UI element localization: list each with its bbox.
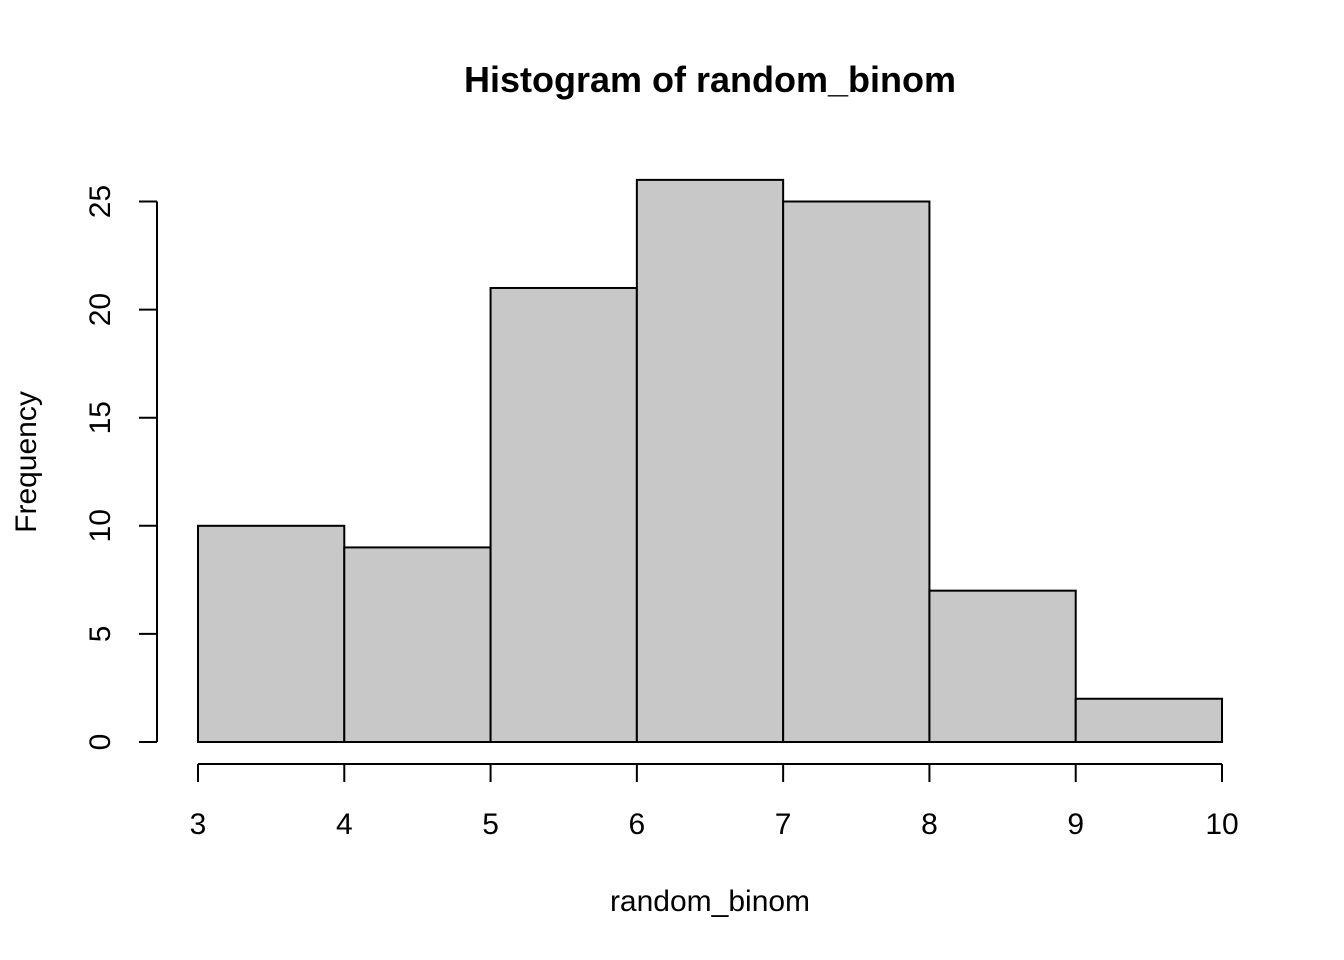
x-tick-label: 4 [336, 808, 353, 841]
x-tick-label: 5 [482, 808, 499, 841]
chart-title: Histogram of random_binom [464, 59, 956, 100]
histogram-bar-5-6 [489, 286, 638, 743]
x-tick-label: 7 [775, 808, 792, 841]
histogram-bar-7-8 [782, 200, 931, 743]
bars-group [197, 178, 1223, 744]
x-axis-label: random_binom [610, 885, 810, 918]
y-axis: 0 5 10 15 20 25 [84, 185, 158, 751]
histogram-bar-4-5 [343, 546, 492, 743]
y-tick-label: 25 [84, 185, 117, 218]
x-axis: 3 4 5 6 7 8 9 10 [190, 763, 1239, 841]
histogram-bar-6-7 [635, 178, 785, 743]
y-tick-label: 5 [84, 626, 117, 643]
y-tick-label: 20 [84, 293, 117, 326]
histogram-bar-8-9 [928, 589, 1077, 743]
x-tick-label: 6 [629, 808, 646, 841]
y-axis-label: Frequency [10, 391, 43, 533]
y-tick-label: 10 [84, 509, 117, 542]
histogram-bar-9-10 [1074, 697, 1223, 744]
y-tick-label: 0 [84, 734, 117, 751]
histogram-bar-3-4 [197, 524, 346, 743]
x-tick-label: 8 [921, 808, 938, 841]
x-tick-label: 3 [190, 808, 207, 841]
x-tick-label: 10 [1205, 808, 1238, 841]
y-tick-label: 15 [84, 401, 117, 434]
x-tick-label: 9 [1067, 808, 1084, 841]
